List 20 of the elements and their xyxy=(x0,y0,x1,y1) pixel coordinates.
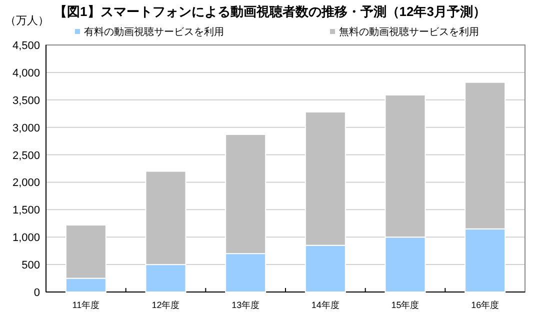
x-tick-label: 13年度 xyxy=(232,300,260,310)
y-tick-label: 1,000 xyxy=(12,232,40,244)
y-tick-label: 1,500 xyxy=(12,204,40,217)
y-tick-label: 3,000 xyxy=(12,122,40,134)
y-axis-title: （万人） xyxy=(5,15,49,27)
x-tick-label: 11年度 xyxy=(72,300,100,310)
y-tick-label: 4,500 xyxy=(12,40,40,52)
x-tick-label: 15年度 xyxy=(391,300,420,310)
legend-label: 有料の動画視聴サービスを利用 xyxy=(84,26,224,38)
legend-label: 無料の動画視聴サービスを利用 xyxy=(339,26,479,38)
x-tick-label: 16年度 xyxy=(471,300,500,310)
y-tick-label: 500 xyxy=(22,260,40,272)
x-tick-label: 12年度 xyxy=(152,300,180,310)
chart-title: 【図1】スマートフォンによる動画視聴者数の推移・予測（12年3月予測） xyxy=(54,4,486,19)
y-tick-label: 4,000 xyxy=(12,67,40,80)
y-tick-label: 2,500 xyxy=(12,150,40,162)
x-tick-label: 14年度 xyxy=(311,300,340,310)
y-tick-label: 3,500 xyxy=(12,94,40,107)
y-tick-label: 2,000 xyxy=(12,177,40,190)
y-tick-label: 0 xyxy=(34,287,40,299)
